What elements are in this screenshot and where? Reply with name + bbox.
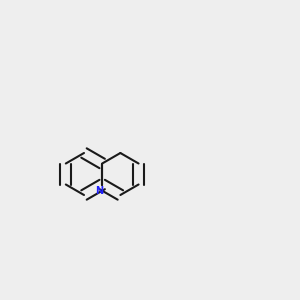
Text: N: N [95,185,103,196]
